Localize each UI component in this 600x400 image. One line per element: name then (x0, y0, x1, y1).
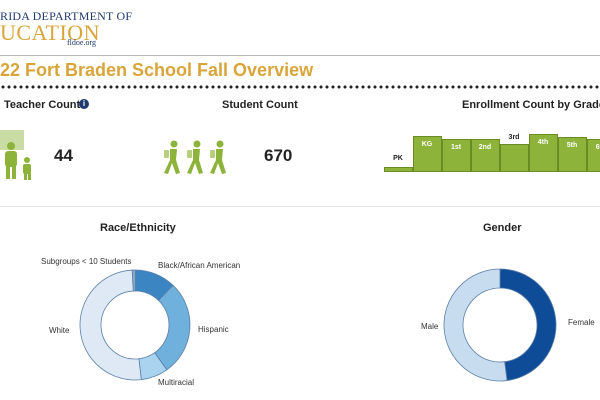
gender-donut (443, 268, 557, 382)
info-icon[interactable]: i (79, 99, 89, 109)
enrollment-bar-chart: PK KG 1st 2nd 3rd 4th 5th 6th (384, 130, 600, 172)
race-slice-white (79, 269, 142, 381)
grade-bar-1st (442, 139, 471, 172)
grade-label-5th: 5th (566, 142, 578, 149)
grade-label-4th: 4th (537, 139, 549, 146)
walking-students-icon (164, 140, 226, 174)
race-label-white: White (49, 326, 70, 335)
race-label-subgroups: Subgroups < 10 Students (41, 257, 132, 266)
grade-bar-kg (413, 136, 442, 172)
race-ethnicity-donut (79, 269, 191, 381)
teacher-count-value: 44 (54, 146, 73, 165)
teacher-students-icon (0, 130, 31, 180)
grade-bar-5th (558, 137, 587, 172)
grade-bar-4th (529, 134, 558, 172)
section-divider (0, 206, 600, 207)
gender-label-female: Female (568, 318, 595, 327)
grade-label-kg: KG (421, 141, 433, 148)
page-title: 22 Fort Braden School Fall Overview (0, 60, 314, 80)
header-divider (0, 55, 600, 56)
dotted-divider (0, 85, 600, 89)
gender-slice-female (499, 268, 557, 382)
grade-label-1st: 1st (450, 144, 462, 151)
enrollment-heading: Enrollment Count by Grade (462, 99, 600, 111)
student-count-heading: Student Count (222, 99, 298, 111)
grade-label-3rd: 3rd (508, 134, 520, 141)
gender-label-male: Male (421, 322, 439, 331)
logo-line2: UCATION (0, 20, 101, 45)
race-label-black: Black/African American (158, 261, 241, 270)
grade-bar-2nd (471, 139, 500, 172)
grade-bar-3rd (500, 144, 529, 172)
grade-bar-6th (587, 139, 600, 172)
teacher-count-heading: Teacher Count (4, 99, 81, 111)
student-count-value: 670 (264, 146, 293, 165)
race-ethnicity-heading: Race/Ethnicity (100, 222, 176, 234)
grade-bar-pk (384, 167, 413, 172)
race-label-hispanic: Hispanic (198, 325, 229, 334)
grade-label-pk: PK (393, 155, 403, 162)
logo-url: fldoe.org (67, 38, 96, 47)
gender-slice-male (443, 268, 508, 382)
race-label-multiracial: Multiracial (158, 378, 195, 387)
grade-label-2nd: 2nd (478, 144, 492, 151)
grade-label-6th: 6th (595, 144, 600, 151)
gender-heading: Gender (483, 222, 522, 234)
logo-line1: RIDA DEPARTMENT OF (0, 9, 133, 23)
